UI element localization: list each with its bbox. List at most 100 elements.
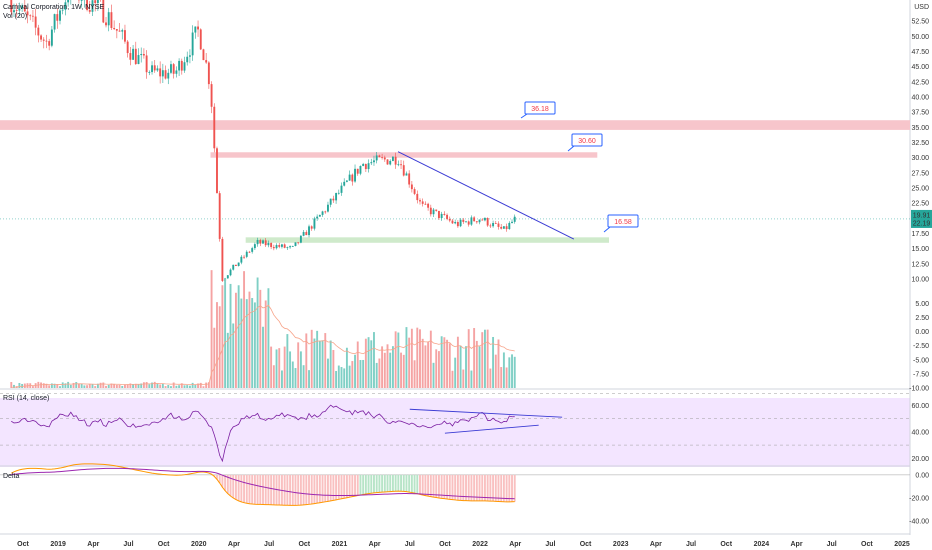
candle-body: [448, 218, 451, 221]
delta-histogram-bar: [416, 474, 419, 494]
volume-bar: [107, 384, 110, 388]
delta-histogram-bar: [264, 474, 267, 505]
volume-bar: [408, 337, 411, 388]
volume-bar: [186, 385, 189, 388]
zone-label-16-box: [607, 214, 639, 228]
rsi-tick-label: 40.00: [911, 429, 929, 436]
candle-body: [240, 256, 243, 263]
delta-histogram-bar: [226, 474, 229, 494]
volume-bar: [199, 382, 202, 388]
volume-bar: [448, 343, 451, 388]
delta-histogram-bar: [443, 474, 446, 499]
delta-histogram-bar: [253, 474, 256, 505]
candle-body: [86, 0, 89, 11]
candle-body: [316, 216, 319, 219]
candle-body: [67, 0, 70, 3]
delta-histogram-bar: [270, 474, 273, 505]
volume-bar: [61, 382, 64, 388]
candle-body: [186, 56, 189, 63]
time-tick-label: 2020: [191, 541, 207, 548]
volume-bar: [245, 299, 248, 388]
candle-body: [264, 240, 267, 246]
candle-body: [446, 214, 449, 219]
candle-body: [194, 26, 197, 33]
candle-body: [142, 53, 145, 56]
volume-bar: [335, 371, 338, 388]
volume-bar: [511, 354, 513, 388]
volume-bar: [67, 381, 70, 388]
volume-bar: [178, 385, 181, 388]
time-tick-label: Jul: [123, 541, 133, 548]
candle-body: [356, 168, 359, 174]
volume-bar: [283, 346, 286, 388]
delta-histogram-bar: [513, 474, 516, 502]
volume-bar: [391, 346, 394, 388]
candle-body: [31, 15, 34, 17]
delta-histogram-bar: [351, 474, 354, 497]
candle-body: [234, 264, 237, 266]
price-tick-label: 37.50: [911, 110, 929, 117]
candle-body: [413, 189, 416, 194]
volume-bar: [240, 298, 243, 388]
volume-bar: [508, 357, 511, 388]
volume-bar: [183, 385, 186, 388]
candle-body: [213, 106, 216, 149]
candle-body: [80, 0, 83, 1]
volume-bar: [513, 356, 516, 388]
candle-body: [229, 269, 232, 276]
volume-bar: [502, 352, 505, 388]
volume-bar: [202, 386, 205, 388]
candle-body: [129, 53, 132, 60]
candle-body: [302, 232, 305, 236]
candle-body: [324, 211, 327, 213]
candle-body: [232, 264, 235, 270]
volume-legend: Vol (20): [3, 13, 27, 20]
time-tick-label: 2025: [894, 541, 910, 548]
time-tick-label: 2019: [50, 541, 66, 548]
volume-bar: [172, 382, 175, 388]
volume-bar: [78, 383, 80, 388]
candle-body: [327, 204, 329, 212]
candle-body: [102, 0, 105, 23]
candle-body: [161, 70, 164, 77]
volume-bar: [129, 383, 132, 388]
candle-body: [408, 173, 411, 185]
delta-histogram-bar: [289, 474, 292, 506]
volume-bar: [305, 333, 308, 388]
zone-label-16-text: 16.58: [614, 219, 632, 226]
delta-histogram-bar: [370, 474, 373, 494]
volume-bar: [91, 384, 94, 388]
candle-body: [110, 12, 113, 28]
candle-body: [467, 221, 470, 225]
candle-body: [94, 0, 97, 4]
candle-body: [13, 10, 15, 13]
volume-bar: [69, 384, 72, 388]
volume-bar: [446, 339, 449, 388]
time-tick-label: Apr: [369, 541, 381, 548]
candle-body: [191, 32, 194, 56]
volume-bar: [332, 350, 335, 388]
candle-body: [245, 251, 248, 257]
zone-label-30-pointer: [567, 145, 575, 152]
candle-body: [432, 209, 435, 215]
delta-histogram-bar: [213, 474, 216, 477]
delta-histogram-bar: [316, 474, 319, 504]
delta-histogram-bar: [456, 474, 459, 501]
delta-histogram-bar: [297, 474, 300, 506]
support-zone-band: [245, 237, 609, 243]
candle-body: [113, 27, 116, 30]
candle-body: [180, 60, 183, 71]
candle-body: [137, 55, 140, 65]
volume-bar: [18, 382, 21, 388]
delta-histogram-bar: [356, 474, 359, 496]
candle-body: [275, 245, 278, 249]
volume-bar: [10, 382, 13, 388]
volume-bar: [13, 384, 15, 388]
candle-body: [394, 156, 397, 165]
time-tick-label: Jul: [405, 541, 415, 548]
volume-bar: [281, 370, 283, 388]
volume-bar: [286, 334, 289, 388]
candle-body: [337, 192, 340, 194]
